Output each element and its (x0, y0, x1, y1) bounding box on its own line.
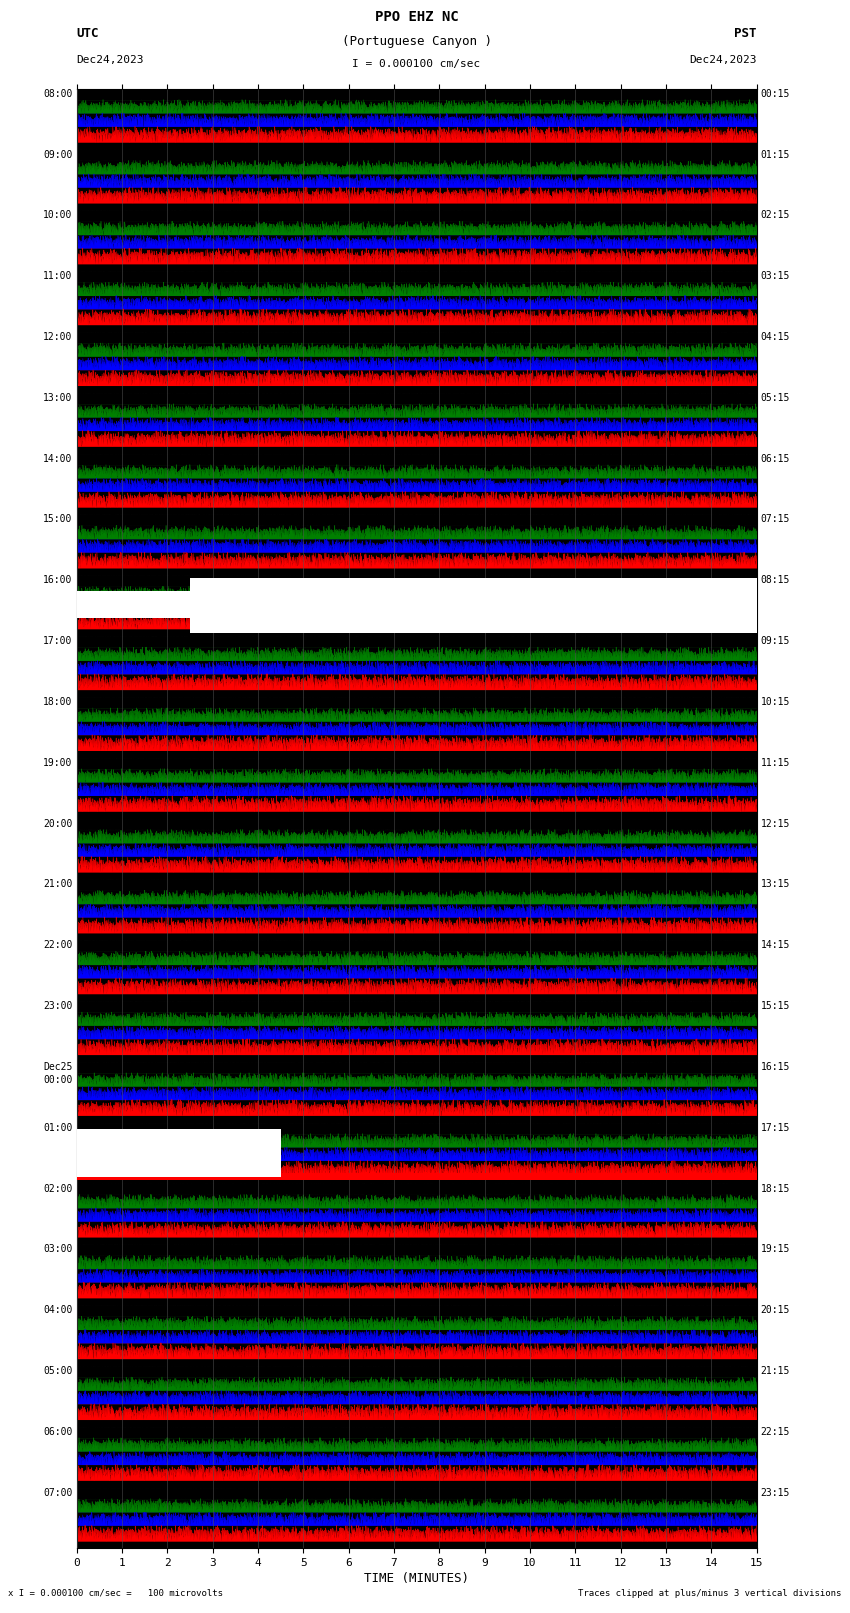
Text: 02:00: 02:00 (42, 1184, 72, 1194)
Text: 17:00: 17:00 (42, 636, 72, 647)
Text: 21:00: 21:00 (42, 879, 72, 889)
Text: 10:15: 10:15 (761, 697, 790, 706)
Text: 05:15: 05:15 (761, 394, 790, 403)
Text: 09:15: 09:15 (761, 636, 790, 647)
X-axis label: TIME (MINUTES): TIME (MINUTES) (364, 1573, 469, 1586)
Text: 06:00: 06:00 (42, 1428, 72, 1437)
Text: UTC: UTC (76, 27, 99, 40)
Text: 12:15: 12:15 (761, 819, 790, 829)
Text: (Portuguese Canyon ): (Portuguese Canyon ) (342, 35, 491, 48)
Text: 00:15: 00:15 (761, 89, 790, 98)
Bar (190, 579, 756, 632)
Text: 22:15: 22:15 (761, 1428, 790, 1437)
Text: 04:15: 04:15 (761, 332, 790, 342)
Text: 20:00: 20:00 (42, 819, 72, 829)
Text: PST: PST (734, 27, 756, 40)
Text: 17:15: 17:15 (761, 1123, 790, 1132)
Text: 20:15: 20:15 (761, 1305, 790, 1315)
Text: 19:00: 19:00 (42, 758, 72, 768)
Text: 06:15: 06:15 (761, 453, 790, 463)
Bar (76, 590, 190, 618)
Text: 23:15: 23:15 (761, 1487, 790, 1497)
Text: 09:00: 09:00 (42, 150, 72, 160)
Text: 22:00: 22:00 (42, 940, 72, 950)
Text: 14:15: 14:15 (761, 940, 790, 950)
Text: 07:15: 07:15 (761, 515, 790, 524)
Text: 08:00: 08:00 (42, 89, 72, 98)
Bar (76, 1129, 280, 1177)
Text: 11:00: 11:00 (42, 271, 72, 281)
Text: Dec25: Dec25 (42, 1061, 72, 1073)
Text: 01:15: 01:15 (761, 150, 790, 160)
Text: 21:15: 21:15 (761, 1366, 790, 1376)
Text: PPO EHZ NC: PPO EHZ NC (375, 10, 458, 24)
Text: 23:00: 23:00 (42, 1002, 72, 1011)
Text: 10:00: 10:00 (42, 210, 72, 221)
Text: 15:15: 15:15 (761, 1002, 790, 1011)
Text: 14:00: 14:00 (42, 453, 72, 463)
Text: x I = 0.000100 cm/sec =   100 microvolts: x I = 0.000100 cm/sec = 100 microvolts (8, 1589, 224, 1598)
Text: 16:15: 16:15 (761, 1061, 790, 1073)
Text: 18:00: 18:00 (42, 697, 72, 706)
Text: 13:15: 13:15 (761, 879, 790, 889)
Bar (76, 1173, 756, 1181)
Text: 13:00: 13:00 (42, 394, 72, 403)
Text: 15:00: 15:00 (42, 515, 72, 524)
Text: 03:15: 03:15 (761, 271, 790, 281)
Text: 02:15: 02:15 (761, 210, 790, 221)
Text: Traces clipped at plus/minus 3 vertical divisions: Traces clipped at plus/minus 3 vertical … (578, 1589, 842, 1598)
Text: 00:00: 00:00 (42, 1074, 72, 1086)
Text: Dec24,2023: Dec24,2023 (76, 55, 144, 65)
Text: I = 0.000100 cm/sec: I = 0.000100 cm/sec (353, 60, 480, 69)
Text: 07:00: 07:00 (42, 1487, 72, 1497)
Text: 03:00: 03:00 (42, 1244, 72, 1255)
Text: 18:15: 18:15 (761, 1184, 790, 1194)
Text: 08:15: 08:15 (761, 576, 790, 586)
Text: 04:00: 04:00 (42, 1305, 72, 1315)
Text: 19:15: 19:15 (761, 1244, 790, 1255)
Text: 12:00: 12:00 (42, 332, 72, 342)
Text: 11:15: 11:15 (761, 758, 790, 768)
Text: 05:00: 05:00 (42, 1366, 72, 1376)
Text: 01:00: 01:00 (42, 1123, 72, 1132)
Text: Dec24,2023: Dec24,2023 (689, 55, 756, 65)
Text: 16:00: 16:00 (42, 576, 72, 586)
